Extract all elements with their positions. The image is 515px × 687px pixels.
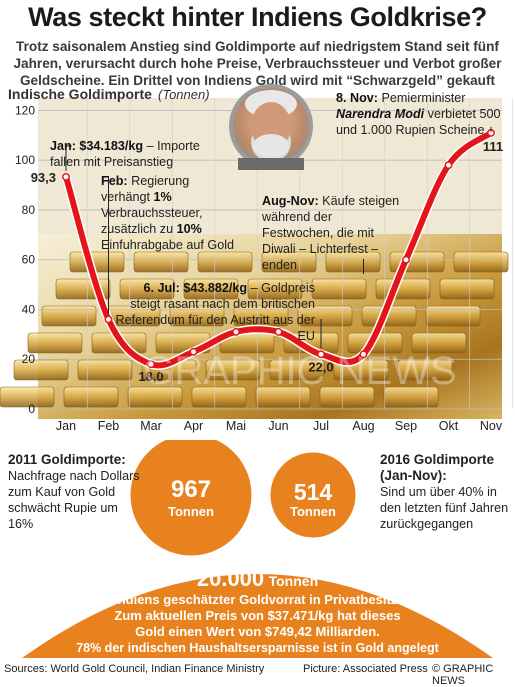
left-note: 2011 Goldimporte: Nachfrage nach Dollars… [8,452,140,531]
gold-bar [411,332,467,354]
data-point [274,327,283,336]
gold-bar [205,359,261,381]
data-label: 18,0 [138,369,163,384]
gold-bar [119,278,175,300]
gold-bar [133,251,189,273]
y-axis-ticks: 0 20 40 60 80 100 120 [15,103,35,416]
series-line: 93,3 18,0 22,0 111 [31,126,503,384]
footer-picture: Picture: Associated Press [303,663,428,675]
data-point [402,255,410,264]
page-title: Was steckt hinter Indiens Goldkrise? [28,2,487,32]
circle-2016 [267,449,359,541]
y-tick-label: 80 [22,203,36,217]
big-stat: 20.000 Tonnen Indiens geschätzter Goldvo… [76,566,439,655]
annotation-aug-nov: Aug-Nov: Käufe steigen während der Festw… [262,194,400,272]
data-point [189,347,198,356]
x-tick-label: Jun [268,419,288,433]
gold-bar [269,359,325,381]
gold-bar [247,278,303,300]
watermark: GRAPHIC NEWS [143,349,456,393]
gold-bar [375,278,431,300]
gold-bar [0,386,55,408]
gold-bar [63,386,119,408]
gold-bar [439,278,495,300]
gold-bar [319,386,375,408]
data-label: 22,0 [308,359,333,374]
data-point [104,315,113,324]
x-tick-label: Sep [395,419,417,433]
y-tick-label: 120 [15,103,35,117]
y-tick-label: 100 [15,153,35,167]
right-note: 2016 Goldimporte (Jan-Nov): Sind um über… [380,452,509,531]
data-label: 93,3 [31,170,56,185]
data-point [317,350,325,359]
data-point [147,360,155,369]
circle-2011-unit: Tonnen [168,504,214,519]
y-tick-label: 20 [22,352,36,366]
gold-bar [311,278,367,300]
x-tick-label: Mar [140,419,162,433]
gold-bar [425,305,481,327]
gold-bar [183,278,239,300]
x-tick-label: Feb [98,419,120,433]
circle-2011 [127,440,255,559]
annotation-feb: Feb: Regierung verhängt 1% Verbrauchsste… [101,174,235,252]
gold-bar [197,251,253,273]
gold-imports-chart: 0 20 40 60 80 100 120 Jan Feb Mar Apr Mai Jun Jul Aug… [0,84,513,433]
x-tick-label: Aug [352,419,374,433]
gold-bar [255,386,311,408]
chart-title: Indische Goldimporte [8,86,152,102]
data-point [232,327,240,336]
gold-bar [77,359,133,381]
x-tick-label: Jan [56,419,76,433]
gold-bar [261,251,317,273]
x-tick-label: Okt [439,419,459,433]
data-label: 111 [483,139,503,154]
gold-bar [297,305,353,327]
data-point [62,172,70,181]
circle-2016-value: 514 [293,479,333,505]
annotation-nov: 8. Nov: Pemierminister Narendra Modi ver… [336,91,501,137]
annotation-jan: Jan: $34.183/kg – Importe fallen mit Pre… [50,139,200,169]
bottom-graphic [22,440,493,658]
y-tick-label: 40 [22,302,36,316]
gold-bar [383,386,439,408]
footer-sources: Sources: World Gold Council, Indian Fina… [4,663,265,675]
footer-credit: © GRAPHIC NEWS [432,663,494,687]
x-tick-label: Apr [184,419,203,433]
circle-2011-value: 967 [170,476,212,503]
gold-bar [127,386,183,408]
gold-bar [453,251,509,273]
modi-portrait [229,84,313,170]
y-tick-label: 0 [28,402,35,416]
annotation-jul: 6. Jul: $43.882/kg – Goldpreis steigt ra… [115,281,315,343]
x-tick-label: Jul [313,419,329,433]
gold-bar [191,386,247,408]
data-point [359,350,368,359]
gold-bar [13,359,69,381]
gold-bar [41,305,97,327]
x-axis-ticks: Jan Feb Mar Apr Mai Jun Jul Aug Sep Okt Nov [56,419,503,433]
gold-bar [397,359,453,381]
gold-bar [325,251,381,273]
intro-text: Trotz saisonalem Anstieg sind Goldimport… [13,39,502,88]
x-tick-label: Nov [480,419,503,433]
y-tick-label: 60 [22,253,36,267]
x-tick-label: Mai [226,419,246,433]
gold-bar [169,305,225,327]
chart-title-unit: (Tonnen) [158,87,210,102]
gold-bar [69,251,125,273]
big-orange-dome [22,574,493,658]
data-point [444,161,453,170]
circle-2016-unit: Tonnen [290,504,336,519]
gold-bar [27,332,83,354]
